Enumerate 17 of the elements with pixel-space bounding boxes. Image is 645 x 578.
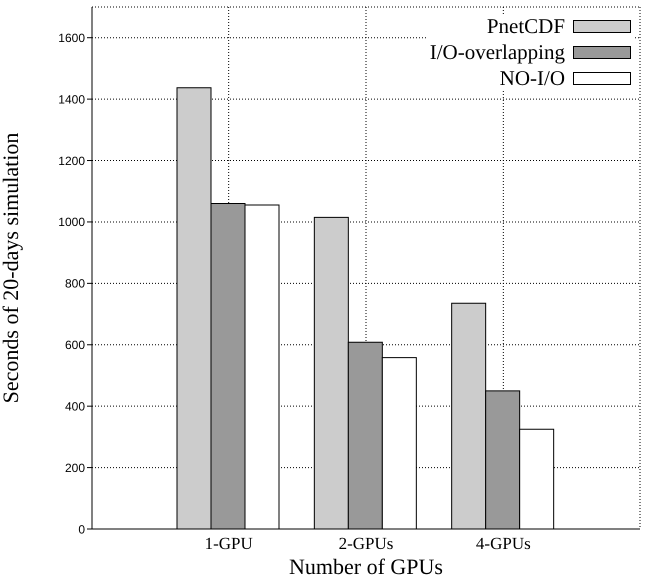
y-tick-label: 1200 — [58, 154, 86, 168]
x-tick-label: 4-GPUs — [476, 534, 531, 554]
y-tick-label: 1000 — [58, 215, 86, 230]
y-tick-label: 1600 — [58, 30, 86, 45]
y-tick-label: 800 — [64, 276, 86, 291]
legend-label: NO-I/O — [500, 66, 565, 90]
y-tick-label: 1400 — [58, 92, 86, 106]
x-axis-title: Number of GPUs — [289, 554, 443, 578]
y-axis-title: Seconds of 20-days simulation — [0, 132, 23, 404]
x-tick-label: 2-GPUs — [338, 534, 394, 554]
legend-label: I/O-overlapping — [430, 40, 565, 64]
x-tick-label: 1-GPU — [204, 534, 253, 554]
y-tick-label: 600 — [64, 338, 86, 352]
legend-label: PnetCDF — [486, 14, 565, 38]
y-tick-label: 0 — [78, 522, 86, 536]
y-tick-label: 400 — [64, 399, 86, 414]
y-tick-label: 200 — [64, 460, 86, 475]
